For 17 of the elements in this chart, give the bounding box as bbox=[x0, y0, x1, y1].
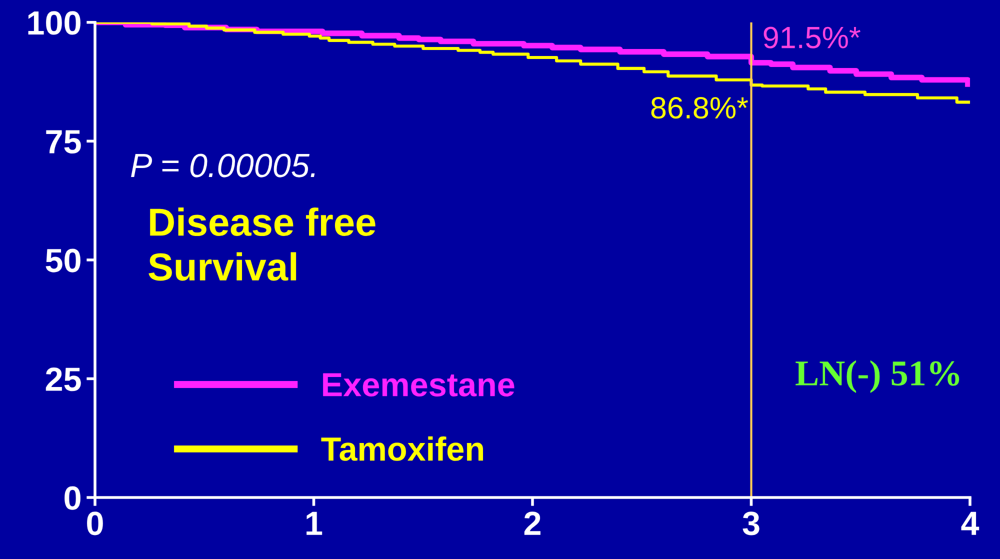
annotation: 86.8%* bbox=[651, 97, 748, 119]
y-tick-label: 100 bbox=[28, 11, 80, 35]
legend-label: Tamoxifen bbox=[321, 436, 484, 461]
legend-label: Exemestane bbox=[323, 373, 514, 397]
y-tick-label: 25 bbox=[46, 368, 81, 392]
y-tick-label: 50 bbox=[46, 248, 80, 272]
x-tick-label: 1 bbox=[306, 512, 322, 535]
annotation: LN(-) 51% bbox=[796, 360, 960, 393]
annotation: P = 0.00005. bbox=[131, 154, 315, 178]
x-tick-label: 3 bbox=[742, 512, 760, 536]
x-tick-label: 0 bbox=[87, 512, 103, 536]
annotation: Disease free Survival bbox=[148, 207, 376, 281]
x-tick-label: 2 bbox=[524, 512, 540, 535]
annotation: 91.5%* bbox=[764, 26, 860, 48]
y-tick-label: 0 bbox=[64, 486, 80, 510]
y-tick-label: 75 bbox=[46, 130, 81, 154]
x-tick-label: 4 bbox=[961, 512, 980, 535]
